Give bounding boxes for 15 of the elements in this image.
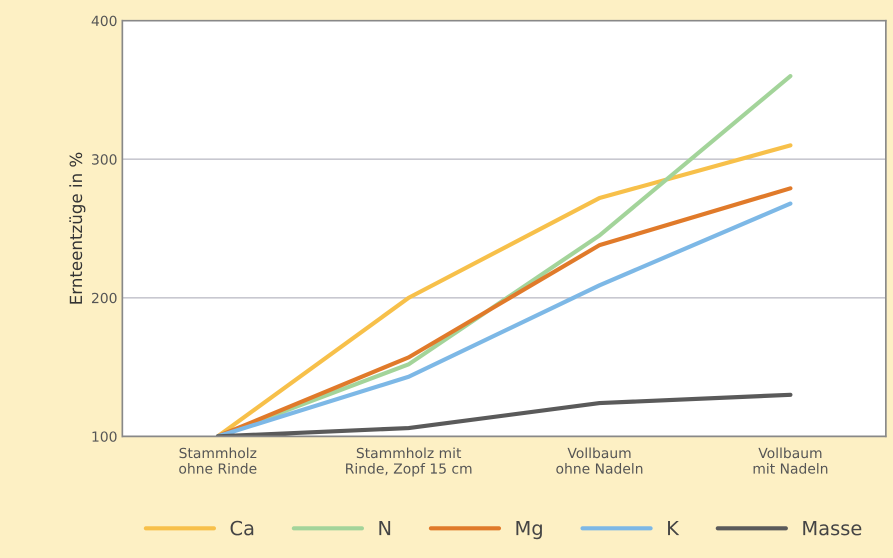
legend-label: Masse [803,520,862,536]
legend-label: Ca [230,520,254,536]
legend-label: Mg [516,520,542,540]
x-tick-label: Stammholz ohne Rinde [179,447,256,474]
y-tick-label: 100 [92,431,117,442]
legend-label: N [379,520,390,536]
y-tick-label: 400 [92,16,117,26]
line-series [216,392,792,436]
y-tick-label: 300 [92,154,117,165]
x-tick-label: Stammholz mit Rinde, Zopf 15 cm [346,447,472,476]
x-tick-label: Vollbaum ohne Nadeln [556,447,642,474]
x-tick-label: Vollbaum mit Nadeln [754,447,828,474]
y-axis-title: Ernteentzüge in % [69,152,86,304]
y-tick-label: 200 [92,292,117,304]
legend-label: K [668,520,680,536]
